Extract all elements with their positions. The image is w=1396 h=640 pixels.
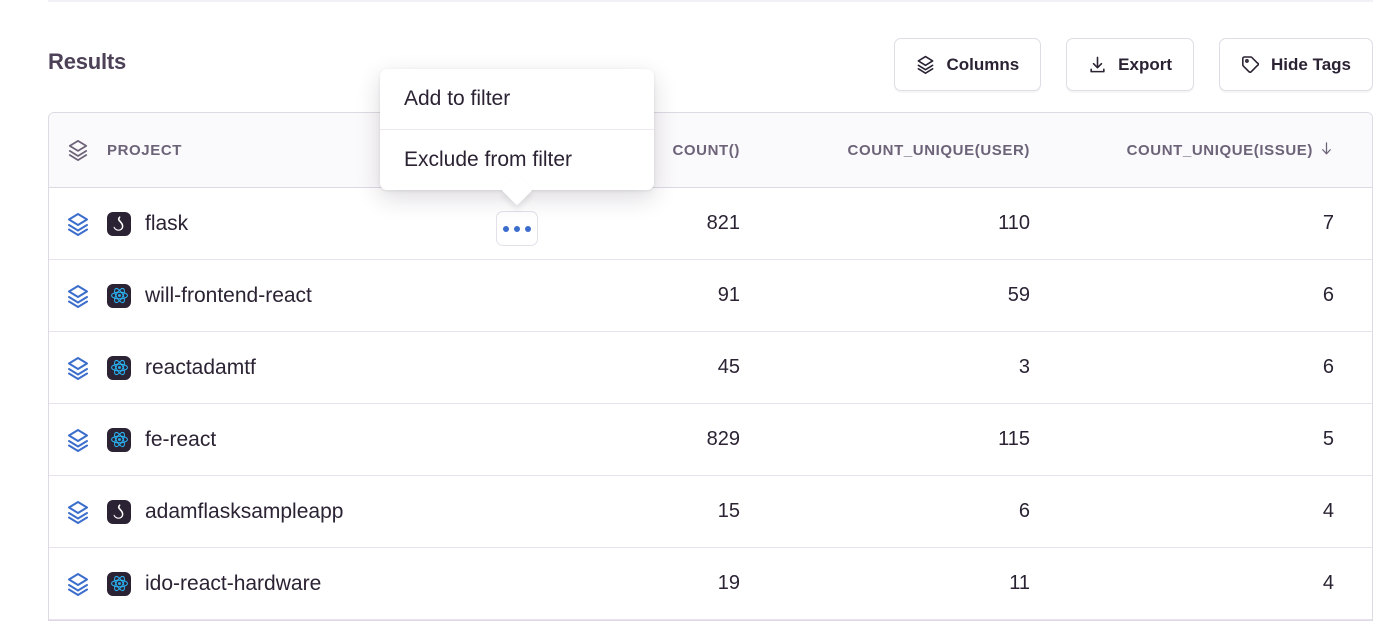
cell-count-unique-issue: 5 (1322, 428, 1334, 450)
project-name: adamflasksampleapp (145, 499, 344, 523)
columns-button-label: Columns (946, 54, 1020, 74)
table-row[interactable]: flask 821 110 7 (49, 188, 1372, 260)
column-header-count-unique-issue-label: COUNT_UNIQUE(ISSUE) (1126, 141, 1313, 159)
dot-icon (514, 225, 520, 232)
cell-project[interactable]: adamflasksampleapp (107, 499, 540, 524)
table-row[interactable]: adamflasksampleapp 15 6 4 (49, 476, 1372, 548)
header-stack-icon (49, 139, 107, 161)
cell-project[interactable]: will-frontend-react (107, 283, 540, 308)
toolbar: Columns Export Hide Tags (894, 38, 1373, 91)
table-row[interactable]: ido-react-hardware 19 11 4 (49, 548, 1372, 620)
cell-count-unique-issue: 4 (1322, 572, 1334, 594)
project-layers-icon (49, 284, 107, 308)
page-title: Results (48, 49, 127, 74)
column-header-project[interactable]: PROJECT (107, 141, 183, 159)
project-name: ido-react-hardware (145, 571, 322, 595)
table-header-row: PROJECT COUNT() COUNT_UNIQUE(USER) COUNT… (49, 113, 1372, 188)
column-header-count-unique-issue[interactable]: COUNT_UNIQUE(ISSUE) (1045, 141, 1372, 160)
dot-icon (503, 225, 509, 232)
table-row[interactable]: will-frontend-react 91 59 6 (49, 260, 1372, 332)
cell-project[interactable]: reactadamtf (107, 355, 540, 380)
project-name: will-frontend-react (145, 283, 312, 307)
react-platform-icon (107, 427, 131, 452)
cell-count-unique-user: 11 (1009, 572, 1030, 594)
export-button-label: Export (1118, 54, 1173, 74)
row-actions-more-button[interactable] (496, 211, 538, 246)
project-layers-icon (49, 356, 107, 380)
flask-platform-icon (107, 211, 131, 236)
react-platform-icon (107, 571, 131, 596)
results-table: PROJECT COUNT() COUNT_UNIQUE(USER) COUNT… (48, 112, 1373, 621)
table-row[interactable]: reactadamtf 45 3 6 (49, 332, 1372, 404)
panel-top-edge (48, 0, 1373, 2)
cell-count: 15 (717, 500, 740, 522)
table-body: flask 821 110 7 will-frontend-react 91 59 6 reac… (49, 188, 1372, 620)
react-platform-icon (107, 283, 131, 308)
cell-count: 45 (717, 356, 740, 378)
cell-count-unique-user: 3 (1018, 356, 1030, 378)
cell-count-unique-issue: 6 (1322, 356, 1334, 378)
cell-count-unique-issue: 7 (1322, 212, 1334, 234)
project-layers-icon (49, 500, 107, 524)
stack-icon (916, 55, 935, 74)
menu-divider (380, 129, 654, 130)
project-name: fe-react (145, 427, 217, 451)
cell-count: 91 (717, 284, 740, 306)
download-icon (1088, 55, 1107, 74)
project-layers-icon (49, 572, 107, 596)
cell-count-unique-user: 59 (1007, 284, 1030, 306)
cell-count: 821 (706, 212, 740, 234)
project-layers-icon (49, 212, 107, 236)
project-name: flask (145, 211, 189, 235)
cell-count-unique-issue: 4 (1322, 500, 1334, 522)
cell-count-unique-user: 110 (998, 212, 1030, 234)
cell-count-unique-issue: 6 (1322, 284, 1334, 306)
cell-count-unique-user: 115 (998, 428, 1030, 450)
tag-icon (1241, 55, 1260, 74)
cell-project[interactable]: fe-react (107, 427, 540, 452)
cell-count: 19 (717, 572, 740, 594)
column-header-count-unique-user[interactable]: COUNT_UNIQUE(USER) (847, 141, 1030, 159)
cell-project[interactable]: ido-react-hardware (107, 571, 540, 596)
flask-platform-icon (107, 499, 131, 524)
cell-count-unique-user: 6 (1018, 500, 1030, 522)
arrow-down-icon (1319, 141, 1334, 160)
menu-item-add-to-filter[interactable]: Add to filter (404, 87, 511, 110)
hide-tags-button[interactable]: Hide Tags (1219, 38, 1373, 91)
table-row[interactable]: fe-react 829 115 5 (49, 404, 1372, 476)
columns-button[interactable]: Columns (894, 38, 1042, 91)
cell-count: 829 (706, 428, 740, 450)
project-layers-icon (49, 428, 107, 452)
column-header-count[interactable]: COUNT() (672, 141, 740, 159)
dot-icon (525, 225, 531, 232)
menu-item-exclude-from-filter[interactable]: Exclude from filter (404, 148, 573, 171)
export-button[interactable]: Export (1066, 38, 1195, 91)
cell-project[interactable]: flask (107, 211, 540, 236)
react-platform-icon (107, 355, 131, 380)
hide-tags-button-label: Hide Tags (1271, 54, 1351, 74)
context-menu: Add to filter Exclude from filter (380, 69, 654, 206)
project-name: reactadamtf (145, 355, 256, 379)
